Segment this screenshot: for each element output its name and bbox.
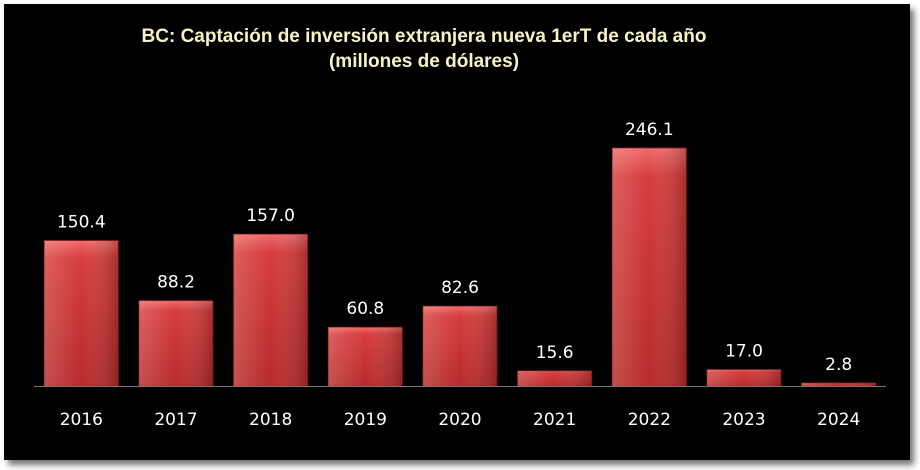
value-label-2023: 17.0 <box>725 342 763 362</box>
value-label-2019: 60.8 <box>346 299 384 319</box>
x-tick-label-2017: 2017 <box>154 410 197 430</box>
bar-sheen-2021 <box>517 370 592 386</box>
bar-sheen-2019 <box>328 327 403 386</box>
bar-chart: BC: Captación de inversión extranjera nu… <box>34 26 886 430</box>
x-tick-label-2024: 2024 <box>817 410 860 430</box>
x-tick-label-2023: 2023 <box>722 410 765 430</box>
x-tick-labels: 2016 2017 2018 2019 2020 2021 2022 2023 2024 <box>60 410 861 430</box>
value-label-2021: 15.6 <box>536 343 574 363</box>
bar-sheen-2023 <box>707 369 781 386</box>
x-tick-label-2021: 2021 <box>533 410 576 430</box>
bar-sheen-2022 <box>612 148 687 386</box>
x-tick-label-2019: 2019 <box>344 410 387 430</box>
value-label-2018: 157.0 <box>246 206 295 226</box>
value-label-2017: 88.2 <box>157 273 195 293</box>
bar-sheen-2017 <box>139 300 213 386</box>
bar-sheen-2024 <box>801 383 876 386</box>
chart-title: BC: Captación de inversión extranjera nu… <box>142 26 707 47</box>
bars-group: 150.4 88.2 157.0 60.8 82.6 15.6 246.1 17.0 2.8 <box>43 120 877 387</box>
value-label-2022: 246.1 <box>625 120 674 140</box>
chart-frame: BC: Captación de inversión extranjera nu… <box>4 4 910 460</box>
x-tick-label-2018: 2018 <box>249 410 292 430</box>
bar-sheen-2020 <box>423 306 497 386</box>
x-tick-label-2020: 2020 <box>438 410 481 430</box>
chart-subtitle: (millones de dólares) <box>329 51 519 72</box>
value-label-2020: 82.6 <box>441 278 479 298</box>
bar-sheen-2016 <box>44 240 119 386</box>
x-tick-label-2016: 2016 <box>60 410 103 430</box>
bar-sheen-2018 <box>233 234 308 386</box>
value-label-2024: 2.8 <box>825 355 852 375</box>
value-label-2016: 150.4 <box>57 213 106 233</box>
x-tick-label-2022: 2022 <box>628 410 671 430</box>
